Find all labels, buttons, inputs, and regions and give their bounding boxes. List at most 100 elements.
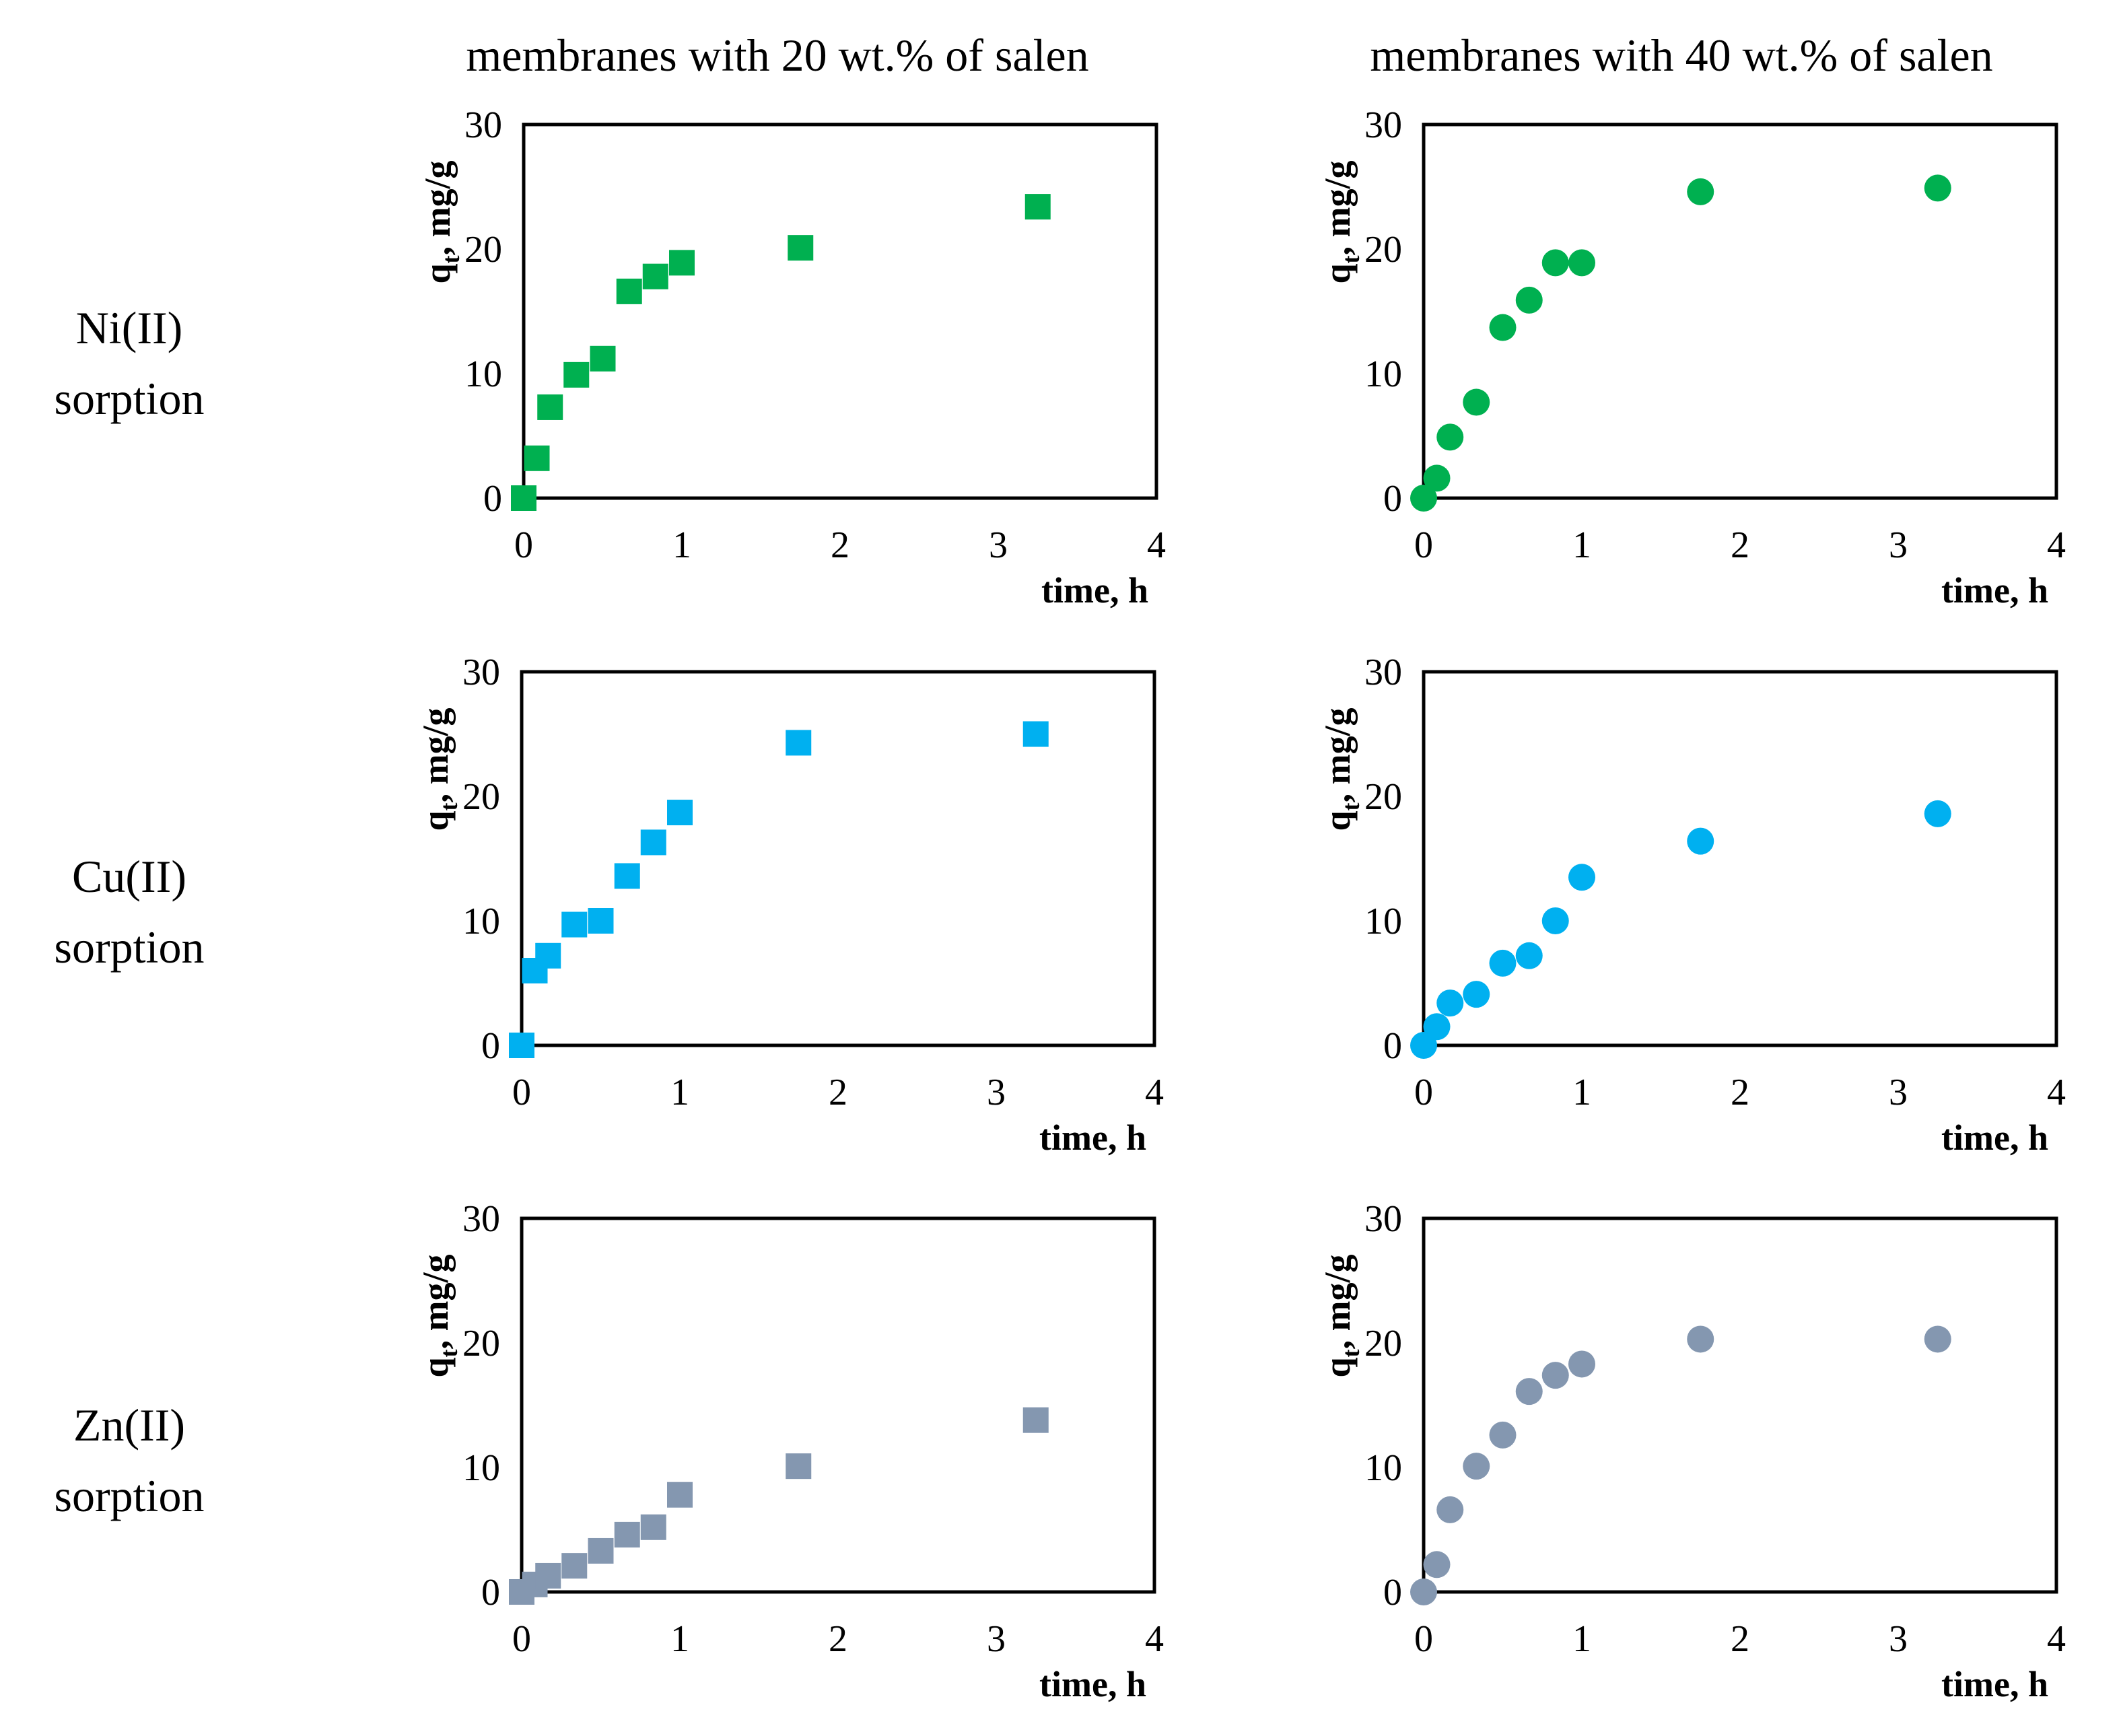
data-point <box>640 829 666 856</box>
x-tick-label: 4 <box>2047 524 2066 566</box>
y-tick-label: 10 <box>464 353 502 395</box>
x-tick-label: 4 <box>2047 1618 2066 1660</box>
row-label-ni: Ni(II) sorption <box>55 302 205 424</box>
y-axis-title-units: , mg/g <box>1317 707 1358 802</box>
y-tick-label: 30 <box>462 652 500 693</box>
y-tick-label: 0 <box>1383 1025 1402 1067</box>
x-tick-label: 1 <box>670 1618 689 1660</box>
data-point <box>1423 1551 1451 1578</box>
y-axis-title-main: q <box>1317 1357 1358 1377</box>
y-tick-label: 10 <box>1364 353 1402 395</box>
y-axis-title-units: , mg/g <box>1317 160 1358 255</box>
column-title-40wt: membranes with 40 wt.% of salen <box>1370 30 1992 81</box>
data-point <box>1022 1407 1049 1433</box>
x-tick-label: 2 <box>829 1618 847 1660</box>
y-axis-title-main: q <box>1317 263 1358 283</box>
y-axis-title: qt, mg/g <box>417 160 464 283</box>
y-tick-label: 10 <box>462 901 500 942</box>
row-label-cu-line1: Cu(II) <box>72 851 186 902</box>
data-point <box>1687 178 1714 205</box>
plot-frame <box>1422 1216 2058 1594</box>
x-tick-label: 4 <box>1145 1618 1164 1660</box>
x-axis-title: time, h <box>1039 1117 1146 1158</box>
y-tick-label: 0 <box>481 1025 500 1067</box>
plot-frame <box>520 670 1156 1047</box>
x-tick-label: 3 <box>987 1618 1006 1660</box>
data-point <box>1489 314 1517 341</box>
data-point <box>1924 800 1951 827</box>
data-point <box>669 250 695 276</box>
y-tick-label: 20 <box>1364 776 1402 818</box>
data-point <box>1436 989 1464 1017</box>
x-tick-label: 1 <box>1572 524 1591 566</box>
y-axis-title-subscript: t <box>1337 802 1364 810</box>
data-point <box>616 278 642 304</box>
data-point <box>588 908 614 934</box>
x-tick-label: 4 <box>1147 524 1166 566</box>
x-tick-label: 2 <box>1731 524 1749 566</box>
data-point <box>1410 485 1437 512</box>
y-axis-title: qt, mg/g <box>1317 160 1364 283</box>
data-point <box>667 800 693 826</box>
y-tick-label: 20 <box>462 1323 500 1364</box>
x-tick-label: 1 <box>1572 1072 1591 1113</box>
y-tick-label: 20 <box>462 776 500 818</box>
x-tick-label: 0 <box>512 1618 531 1660</box>
x-axis-title: time, h <box>1039 1664 1146 1704</box>
y-tick-label: 0 <box>481 1572 500 1613</box>
data-point <box>1423 464 1451 492</box>
y-axis-title-subscript: t <box>1337 255 1364 263</box>
data-series <box>1410 174 1951 512</box>
data-point <box>1489 949 1517 977</box>
data-point <box>1423 1013 1451 1041</box>
data-point <box>590 345 616 372</box>
y-axis-title: qt, mg/g <box>1317 1254 1364 1377</box>
y-axis-title-subscript: t <box>436 802 462 810</box>
plot-frame <box>520 1216 1156 1594</box>
data-point <box>511 485 536 511</box>
data-point <box>1515 286 1543 314</box>
data-point <box>1410 1032 1437 1059</box>
data-point <box>1515 942 1543 969</box>
x-tick-label: 2 <box>829 1072 847 1113</box>
y-axis-title: qt, mg/g <box>1317 707 1364 831</box>
x-tick-label: 3 <box>989 524 1008 566</box>
x-axis-title: time, h <box>1941 1664 2048 1704</box>
y-tick-label: 30 <box>1364 104 1402 146</box>
row-label-ni-line2: sorption <box>55 373 205 424</box>
data-point <box>1541 907 1569 934</box>
y-tick-label: 0 <box>1383 1572 1402 1613</box>
data-point <box>535 1562 561 1589</box>
row-label-cu-line2: sorption <box>55 922 205 973</box>
y-tick-label: 10 <box>1364 901 1402 942</box>
x-tick-label: 2 <box>1731 1072 1749 1113</box>
y-axis-title-units: , mg/g <box>415 707 456 802</box>
y-tick-label: 30 <box>1364 1198 1402 1240</box>
data-point <box>1568 864 1595 891</box>
data-point <box>535 942 561 969</box>
plot-frame <box>1422 670 2058 1047</box>
y-tick-label: 30 <box>462 1198 500 1240</box>
x-tick-label: 0 <box>1414 524 1433 566</box>
data-point <box>614 863 640 889</box>
y-axis-title-units: , mg/g <box>1317 1254 1358 1349</box>
y-axis-title-subscript: t <box>438 255 464 263</box>
x-tick-label: 0 <box>1414 1618 1433 1660</box>
data-point <box>588 1537 614 1564</box>
x-axis-title: time, h <box>1941 570 2048 611</box>
data-point <box>1410 1578 1437 1605</box>
y-axis-title: qt, mg/g <box>415 1254 462 1377</box>
data-series <box>1410 1325 1951 1605</box>
data-point <box>1489 1421 1517 1449</box>
x-tick-label: 2 <box>1731 1618 1749 1660</box>
y-axis-title-main: q <box>417 263 458 283</box>
data-point <box>563 361 590 388</box>
x-tick-label: 0 <box>514 524 533 566</box>
x-tick-label: 3 <box>1889 1072 1908 1113</box>
data-point <box>537 394 563 420</box>
